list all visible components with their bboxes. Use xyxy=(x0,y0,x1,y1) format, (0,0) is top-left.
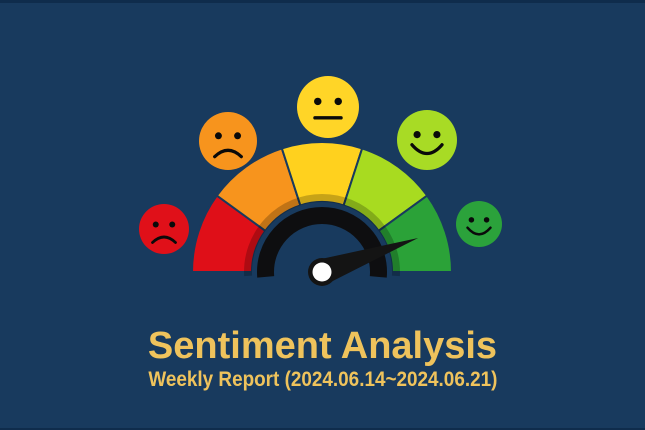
emoji-eye xyxy=(152,221,159,228)
emoji-eye xyxy=(314,97,322,106)
emoji-mouth xyxy=(410,143,444,156)
emoji-positive-face-icon xyxy=(397,110,457,170)
report-period-subtitle: Weekly Report (2024.06.14~2024.06.21) xyxy=(147,368,498,391)
gauge-inner-shadow xyxy=(244,194,400,277)
emoji-eye xyxy=(234,132,242,140)
emoji-eye xyxy=(433,131,441,139)
emoji-neutral-face-icon xyxy=(297,76,359,138)
emoji-eye xyxy=(483,217,490,223)
emoji-eye xyxy=(413,131,421,139)
bottom-edge-strip xyxy=(0,428,645,430)
gauge-segment-very-positive xyxy=(377,194,454,273)
emoji-mouth xyxy=(151,235,177,244)
top-edge-strip xyxy=(0,0,645,3)
emoji-eye xyxy=(334,97,342,106)
emoji-negative-face-icon xyxy=(199,112,257,170)
emoji-eye xyxy=(214,132,222,140)
emoji-mouth xyxy=(213,148,243,159)
emoji-very-negative-face-icon xyxy=(139,204,189,254)
gauge-needle xyxy=(317,237,419,285)
emoji-eye xyxy=(169,221,176,228)
subtitle-wrap: Weekly Report (2024.06.14~2024.06.21) xyxy=(0,367,645,393)
emoji-very-positive-face-icon xyxy=(456,201,502,247)
page-title: Sentiment Analysis xyxy=(147,325,498,367)
gauge-needle-pivot-cap xyxy=(312,262,332,282)
emoji-mouth xyxy=(466,226,492,236)
emoji-eye xyxy=(468,217,475,223)
